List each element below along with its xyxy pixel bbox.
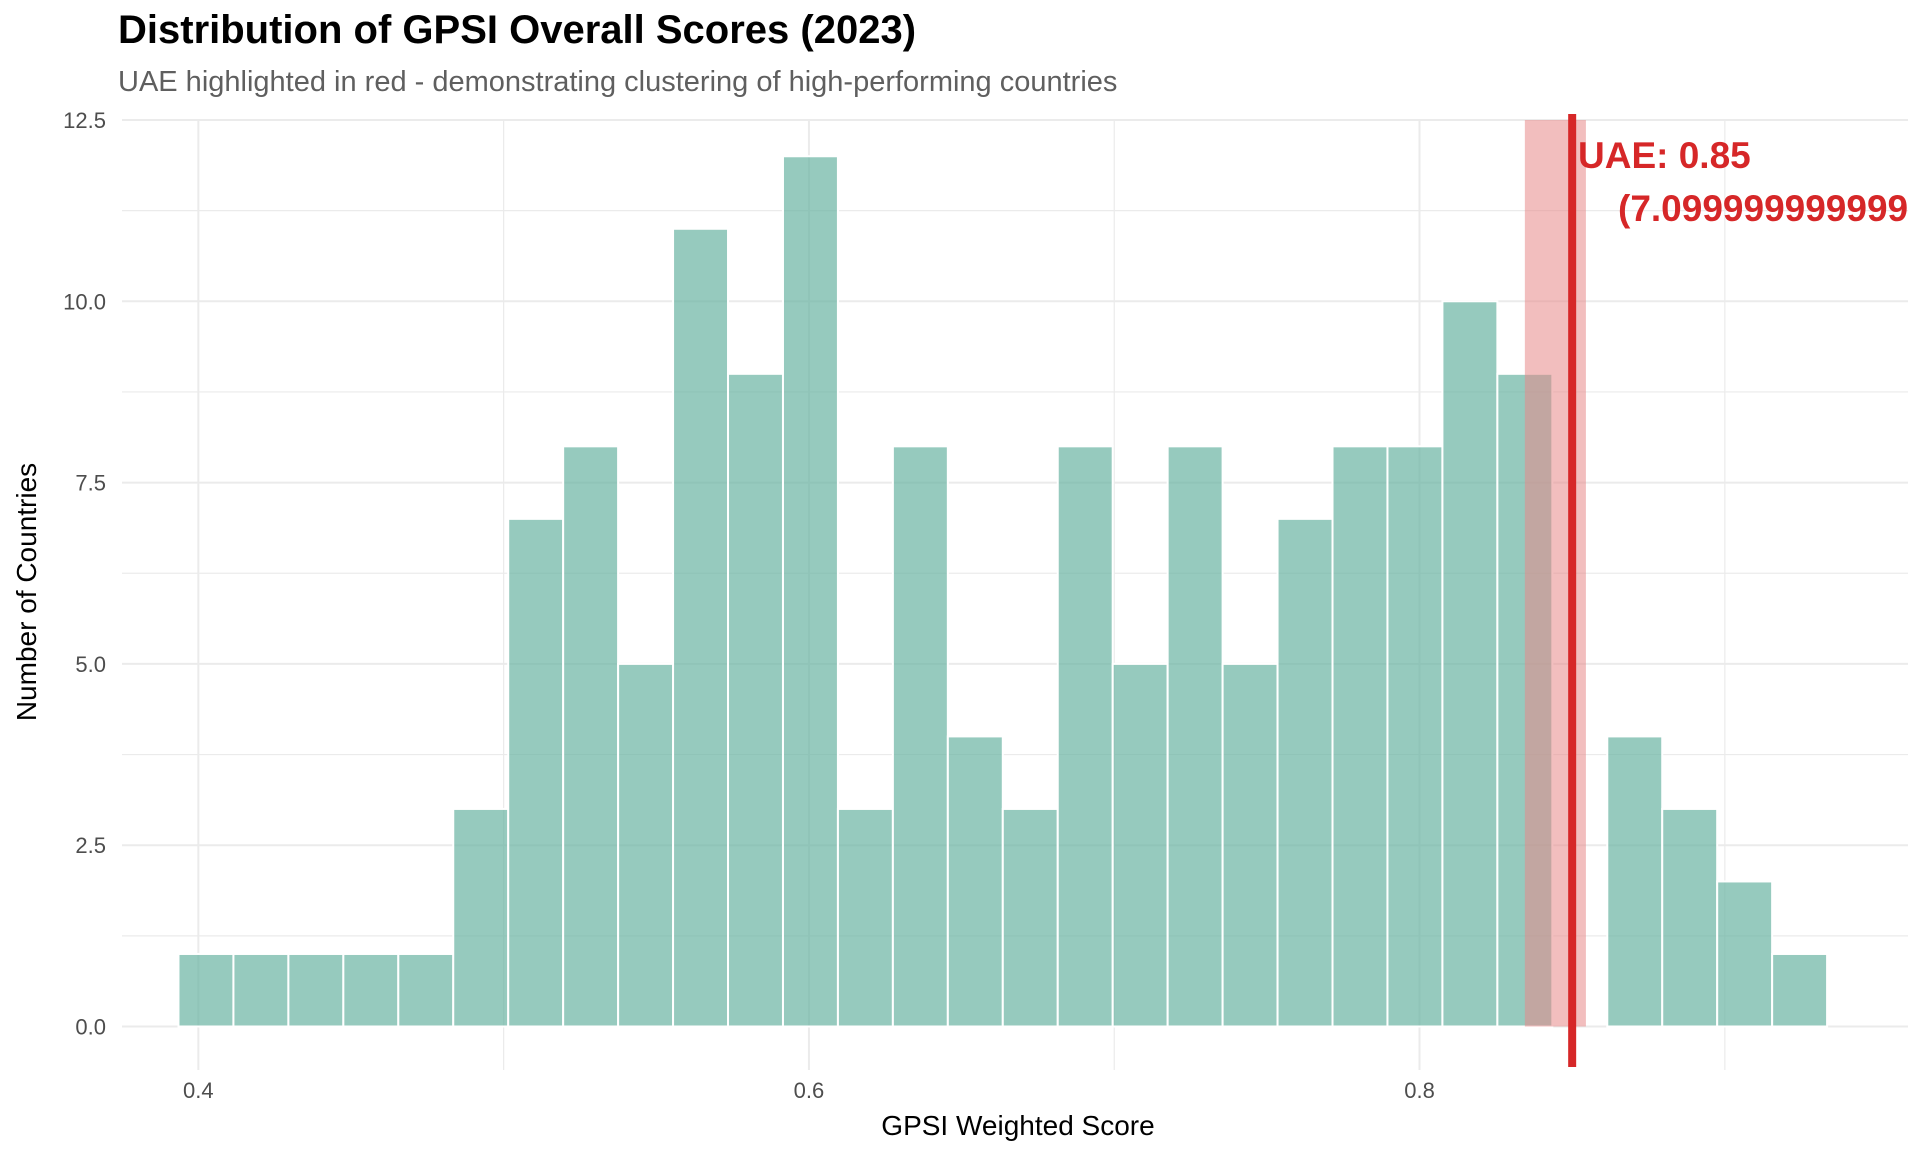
histogram-bar — [1441, 300, 1499, 1028]
x-axis-title: GPSI Weighted Score — [881, 1110, 1154, 1141]
uae-highlight — [1524, 114, 1586, 1067]
histogram-bar — [781, 155, 839, 1028]
y-tick-label: 5.0 — [75, 652, 106, 677]
histogram-bar — [452, 807, 510, 1028]
histogram-bars — [177, 155, 1829, 1028]
y-tick-label: 10.0 — [63, 289, 106, 314]
histogram-bar — [397, 952, 455, 1028]
chart-subtitle: UAE highlighted in red - demonstrating c… — [118, 66, 1118, 98]
histogram-bar — [891, 445, 949, 1028]
histogram-bar — [1276, 517, 1334, 1028]
chart-title: Distribution of GPSI Overall Scores (202… — [118, 8, 917, 52]
histogram-bar — [836, 807, 894, 1028]
histogram-bar — [287, 952, 345, 1028]
y-tick-label: 2.5 — [75, 833, 106, 858]
histogram-bar — [1001, 807, 1059, 1028]
y-tick-label: 12.5 — [63, 108, 106, 133]
histogram-bar — [617, 662, 675, 1028]
histogram-bar — [1166, 445, 1224, 1028]
x-tick-label: 0.8 — [1404, 1078, 1435, 1103]
histogram-bar — [1606, 735, 1664, 1028]
histogram-bar — [1331, 445, 1389, 1028]
histogram-bar — [1056, 445, 1114, 1028]
histogram-bar — [1716, 880, 1774, 1028]
histogram-bar — [946, 735, 1004, 1028]
histogram-bar — [1386, 445, 1444, 1028]
histogram-bar — [342, 952, 400, 1028]
x-tick-label: 0.4 — [183, 1078, 214, 1103]
histogram-bar — [1111, 662, 1169, 1028]
histogram-bar — [672, 227, 730, 1028]
x-axis-ticks: 0.4 0.6 0.8 — [183, 1078, 1435, 1103]
histogram-bar — [562, 445, 620, 1028]
uae-annotation-line1: UAE: 0.85 — [1578, 135, 1751, 176]
y-tick-label: 7.5 — [75, 471, 106, 496]
y-axis-ticks: 0.0 2.5 5.0 7.5 10.0 12.5 — [63, 108, 106, 1039]
histogram-bar — [232, 952, 290, 1028]
uae-highlight-band — [1524, 120, 1586, 1027]
histogram-bar — [507, 517, 565, 1028]
histogram-bar — [1661, 807, 1719, 1028]
y-axis-title: Number of Countries — [11, 463, 42, 721]
histogram-bar — [1221, 662, 1279, 1028]
y-tick-label: 0.0 — [75, 1014, 106, 1039]
uae-annotation-line2: (7.099999999999 — [1618, 188, 1908, 229]
histogram-bar — [177, 952, 235, 1028]
x-tick-label: 0.6 — [794, 1078, 825, 1103]
histogram-bar — [1771, 952, 1829, 1028]
histogram-bar — [727, 372, 784, 1028]
